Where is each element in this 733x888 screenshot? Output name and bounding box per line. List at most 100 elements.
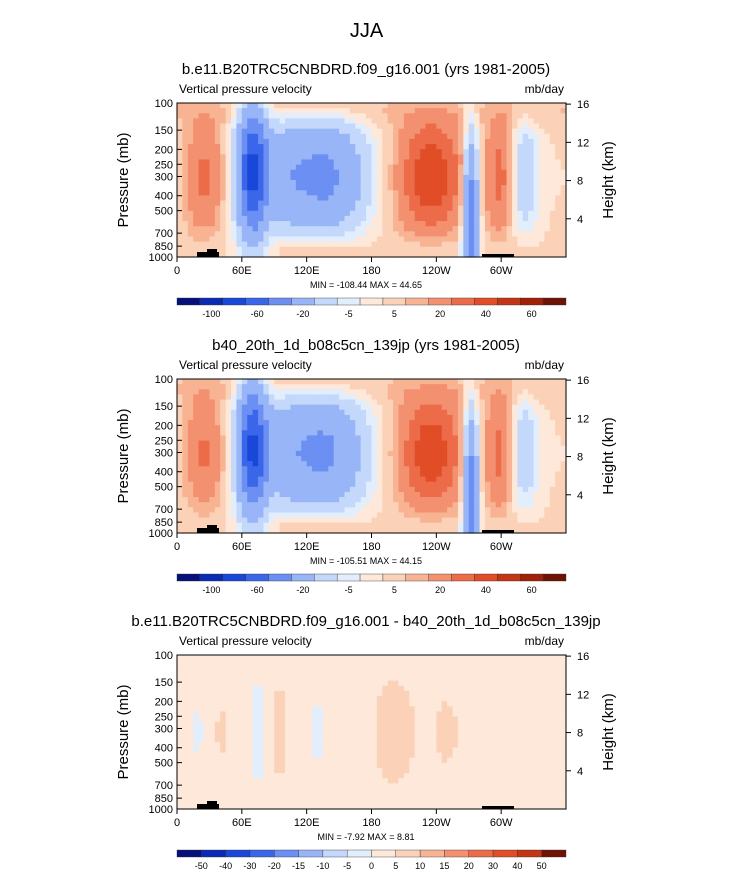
heatmap-cell (339, 491, 346, 498)
heatmap-cell (209, 655, 216, 661)
heatmap-cell (198, 113, 205, 119)
heatmap-cell (409, 159, 416, 166)
heatmap-cell (193, 210, 200, 217)
heatmap-cell (538, 486, 545, 493)
heatmap-cell (204, 169, 211, 176)
heatmap-cell (241, 435, 248, 442)
heatmap-cell (425, 174, 432, 181)
heatmap-cell (306, 185, 313, 191)
heatmap-cell (252, 507, 259, 514)
heatmap-cell (555, 200, 562, 207)
heatmap-cell (490, 113, 497, 119)
heatmap-cell (441, 466, 448, 472)
heatmap-cell (187, 767, 194, 774)
heatmap-cell (344, 154, 351, 161)
heatmap-cell (560, 159, 567, 166)
heatmap-cell (495, 450, 502, 457)
heatmap-cell (355, 149, 362, 155)
heatmap-cell (209, 793, 216, 800)
heatmap-cell (214, 512, 221, 519)
heatmap-cell (290, 414, 297, 421)
heatmap-cell (538, 144, 545, 150)
heatmap-cell (382, 164, 389, 171)
heatmap-cell (447, 404, 454, 411)
heatmap-cell (544, 409, 551, 416)
heatmap-cell (263, 231, 270, 238)
heatmap-cell (555, 517, 562, 524)
heatmap-cell (511, 461, 518, 467)
heatmap-cell (495, 445, 502, 452)
heatmap-cell (538, 389, 545, 395)
heatmap-cell (441, 440, 448, 447)
heatmap-cell (452, 169, 459, 176)
heatmap-cell (474, 440, 481, 447)
heatmap-cell (387, 205, 394, 212)
heatmap-cell (511, 450, 518, 457)
heatmap-cell (366, 246, 373, 253)
heatmap-cell (425, 113, 432, 119)
heatmap-cell (279, 200, 286, 207)
heatmap-cell (528, 497, 535, 503)
heatmap-cell (371, 420, 378, 426)
heatmap-cell (544, 133, 551, 140)
heatmap-cell (371, 389, 378, 395)
heatmap-cell (333, 517, 340, 524)
heatmap-cell (441, 154, 448, 161)
heatmap-cell (236, 655, 243, 661)
heatmap-cell (220, 466, 227, 472)
heatmap-cell (387, 466, 394, 472)
heatmap-cell (236, 394, 243, 401)
heatmap-cell (193, 466, 200, 472)
heatmap-cell (484, 456, 491, 462)
heatmap-cell (522, 409, 529, 416)
heatmap-cell (333, 241, 340, 248)
heatmap-cell (430, 185, 437, 191)
heatmap-cell (225, 450, 232, 457)
heatmap-cell (301, 174, 308, 181)
heatmap-cell (544, 404, 551, 411)
heatmap-cell (290, 404, 297, 411)
heatmap-cell (468, 450, 475, 457)
heatmap-cell (560, 456, 567, 462)
heatmap-cell (555, 210, 562, 217)
heatmap-cell (549, 502, 556, 508)
heatmap-cell (193, 399, 200, 406)
heatmap-cell (279, 144, 286, 150)
heatmap-cell (452, 123, 459, 130)
heatmap-cell (220, 461, 227, 467)
heatmap-cell (511, 384, 518, 390)
heatmap-cell (376, 108, 383, 114)
heatmap-cell (522, 236, 529, 243)
chart-panel-3: b.e11.B20TRC5CNBDRD.f09_g16.001 - b40_20… (115, 613, 617, 871)
heatmap-cell (252, 425, 259, 431)
heatmap-cell (495, 389, 502, 395)
heatmap-cell (360, 409, 367, 416)
heatmap-cell (452, 154, 459, 161)
heatmap-cell (468, 108, 475, 114)
heatmap-cell (252, 231, 259, 238)
heatmap-cell (198, 655, 205, 661)
heatmap-cell (258, 747, 265, 754)
heatmap-cell (274, 205, 281, 212)
heatmap-cell (555, 409, 562, 416)
heatmap-cell (506, 128, 513, 135)
heatmap-cell (544, 440, 551, 447)
heatmap-cell (495, 522, 502, 529)
heatmap-cell (187, 190, 194, 196)
heatmap-cell (457, 445, 464, 452)
heatmap-cell (258, 726, 265, 733)
heatmap-cell (430, 215, 437, 222)
heatmap-cell (333, 205, 340, 212)
heatmap-cell (225, 210, 232, 217)
heatmap-cell (258, 221, 265, 227)
heatmap-cell (403, 512, 410, 519)
heatmap-cell (177, 665, 183, 671)
heatmap-cell (468, 226, 475, 232)
heatmap-cell (457, 138, 464, 145)
heatmap-cell (290, 394, 297, 401)
colorbar-label: 5 (392, 585, 397, 595)
heatmap-cell (193, 404, 200, 411)
heatmap-cell (533, 384, 540, 390)
colorbar-label: -5 (345, 309, 353, 319)
heatmap-cell (198, 665, 205, 671)
